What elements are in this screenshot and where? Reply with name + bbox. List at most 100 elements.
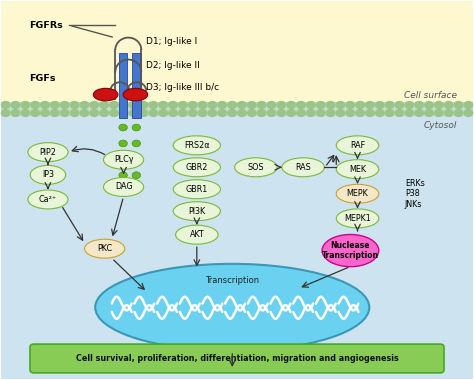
Ellipse shape [173,136,220,155]
Circle shape [159,109,167,116]
Circle shape [317,101,325,108]
Ellipse shape [173,180,220,199]
Ellipse shape [173,202,220,221]
Circle shape [415,109,423,116]
Circle shape [336,109,345,116]
Circle shape [454,101,463,108]
Circle shape [109,109,118,116]
Ellipse shape [336,160,379,179]
Text: Cytosol: Cytosol [423,121,457,130]
Circle shape [149,101,157,108]
Circle shape [21,109,29,116]
Circle shape [61,109,69,116]
Circle shape [257,109,266,116]
Circle shape [61,101,69,108]
FancyBboxPatch shape [0,102,474,379]
Circle shape [277,101,285,108]
Circle shape [247,109,256,116]
Ellipse shape [95,264,369,351]
Circle shape [454,109,463,116]
Circle shape [464,101,473,108]
Circle shape [189,101,197,108]
Circle shape [109,101,118,108]
Circle shape [198,109,207,116]
Circle shape [70,109,79,116]
Circle shape [198,101,207,108]
Ellipse shape [282,158,324,177]
Text: Cell survival, proliferation, differentiation, migration and angiogenesis: Cell survival, proliferation, differenti… [76,354,398,363]
Ellipse shape [84,239,125,258]
Circle shape [129,101,138,108]
Ellipse shape [28,142,68,162]
Circle shape [119,140,128,147]
Circle shape [169,109,177,116]
Circle shape [189,109,197,116]
Circle shape [132,124,141,131]
Circle shape [11,109,20,116]
Circle shape [179,101,187,108]
Text: ERKs
P38
JNKs: ERKs P38 JNKs [405,179,425,209]
Circle shape [464,109,473,116]
Circle shape [425,101,433,108]
Ellipse shape [103,177,144,196]
Text: IP3: IP3 [42,170,54,179]
Circle shape [208,109,217,116]
Circle shape [100,101,109,108]
Circle shape [405,109,413,116]
Circle shape [218,101,227,108]
Circle shape [346,109,355,116]
Circle shape [326,101,335,108]
Ellipse shape [28,190,68,209]
Circle shape [307,109,315,116]
Circle shape [41,109,49,116]
Ellipse shape [336,209,379,228]
Circle shape [51,109,59,116]
Ellipse shape [235,158,277,177]
Ellipse shape [322,234,379,267]
Circle shape [228,101,237,108]
Circle shape [51,101,59,108]
Circle shape [445,109,453,116]
Circle shape [119,172,128,179]
Ellipse shape [336,136,379,155]
Circle shape [385,109,394,116]
Ellipse shape [175,225,218,244]
Circle shape [237,109,246,116]
Circle shape [132,156,141,163]
Circle shape [445,101,453,108]
Circle shape [356,109,365,116]
Circle shape [31,109,39,116]
Circle shape [405,101,413,108]
Circle shape [119,156,128,163]
Ellipse shape [93,88,118,101]
Text: PIP2: PIP2 [39,148,56,157]
Text: GBR2: GBR2 [186,163,208,172]
Circle shape [139,109,148,116]
Circle shape [307,101,315,108]
Circle shape [169,101,177,108]
Text: AKT: AKT [190,230,204,239]
Text: RAF: RAF [350,141,365,150]
Circle shape [132,140,141,147]
Ellipse shape [336,184,379,203]
Circle shape [277,109,285,116]
Circle shape [70,101,79,108]
Circle shape [218,109,227,116]
Circle shape [1,109,10,116]
Text: FRS2α: FRS2α [184,141,210,150]
Circle shape [179,109,187,116]
Circle shape [435,109,443,116]
Circle shape [237,101,246,108]
Circle shape [139,101,148,108]
Ellipse shape [173,158,220,177]
Circle shape [119,124,128,131]
Text: PLCγ: PLCγ [114,155,133,164]
Text: MEK: MEK [349,165,366,174]
Circle shape [80,109,89,116]
Text: D3; Ig-like III b/c: D3; Ig-like III b/c [146,82,219,92]
Circle shape [326,109,335,116]
Circle shape [385,101,394,108]
Circle shape [41,101,49,108]
Circle shape [336,101,345,108]
Circle shape [132,172,141,179]
